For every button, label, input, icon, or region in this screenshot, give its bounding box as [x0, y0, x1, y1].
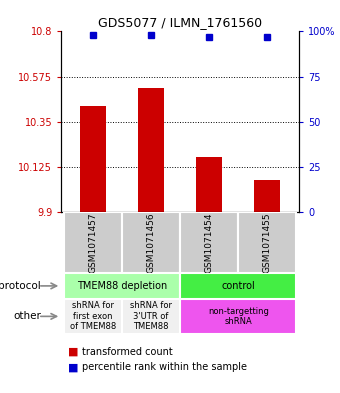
Bar	[64, 273, 180, 299]
Text: GSM1071456: GSM1071456	[147, 212, 156, 273]
Text: protocol: protocol	[0, 281, 41, 291]
Bar	[64, 299, 122, 334]
Bar	[238, 212, 296, 273]
Text: control: control	[221, 281, 255, 291]
Bar	[196, 157, 222, 212]
Text: GSM1071454: GSM1071454	[205, 213, 214, 273]
Text: ■: ■	[68, 362, 79, 373]
Text: GSM1071457: GSM1071457	[89, 212, 98, 273]
Text: shRNA for
3'UTR of
TMEM88: shRNA for 3'UTR of TMEM88	[130, 301, 172, 331]
Bar	[80, 106, 106, 212]
Bar	[180, 273, 296, 299]
Text: ■: ■	[68, 347, 79, 357]
Text: GSM1071455: GSM1071455	[263, 212, 272, 273]
Bar	[180, 299, 296, 334]
Title: GDS5077 / ILMN_1761560: GDS5077 / ILMN_1761560	[98, 16, 262, 29]
Bar	[122, 212, 180, 273]
Text: transformed count: transformed count	[82, 347, 172, 357]
Bar	[254, 180, 280, 212]
Bar	[138, 88, 164, 212]
Text: TMEM88 depletion: TMEM88 depletion	[77, 281, 167, 291]
Text: non-targetting
shRNA: non-targetting shRNA	[208, 307, 269, 326]
Text: other: other	[13, 311, 41, 321]
Text: percentile rank within the sample: percentile rank within the sample	[82, 362, 246, 373]
Bar	[122, 299, 180, 334]
Bar	[180, 212, 238, 273]
Text: shRNA for
first exon
of TMEM88: shRNA for first exon of TMEM88	[70, 301, 116, 331]
Bar	[64, 212, 122, 273]
